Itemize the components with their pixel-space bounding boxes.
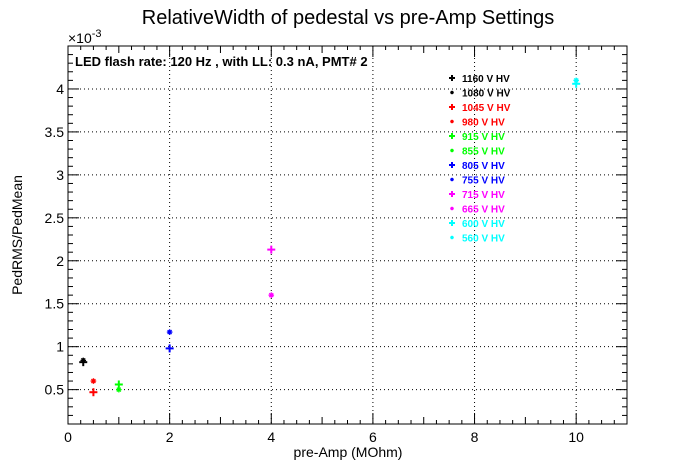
plot-frame bbox=[67, 45, 628, 425]
chart-annotation: LED flash rate: 120 Hz , with LL: 0.3 nA… bbox=[75, 54, 368, 69]
legend-label: 600 V HV bbox=[462, 219, 505, 230]
y-tick-label: 0.5 bbox=[45, 382, 65, 398]
legend-marker bbox=[450, 90, 454, 95]
data-point bbox=[268, 292, 275, 298]
legend-marker bbox=[449, 191, 455, 197]
data-points bbox=[79, 77, 581, 397]
data-point bbox=[267, 245, 276, 254]
data-point bbox=[573, 77, 579, 84]
axis-ticks bbox=[67, 45, 628, 425]
legend-marker bbox=[450, 177, 454, 182]
x-tick-label: 0 bbox=[64, 429, 72, 445]
data-point bbox=[166, 329, 173, 335]
data-point bbox=[90, 378, 97, 384]
legend-marker bbox=[449, 162, 455, 168]
grid bbox=[67, 46, 627, 424]
legend-marker bbox=[450, 235, 454, 240]
legend-label: 560 V HV bbox=[462, 234, 505, 245]
x-tick-label: 6 bbox=[369, 429, 377, 445]
x-tick-label: 2 bbox=[166, 429, 174, 445]
legend-label: 915 V HV bbox=[462, 132, 505, 143]
y-tick-label: 2 bbox=[56, 253, 64, 269]
y-exponent-base: ×10 bbox=[68, 30, 92, 46]
legend-label: 1045 V HV bbox=[462, 103, 511, 114]
legend-marker bbox=[450, 148, 454, 153]
legend-marker bbox=[449, 75, 455, 81]
legend-label: 855 V HV bbox=[462, 147, 505, 158]
legend-marker bbox=[450, 206, 454, 211]
y-tick-label: 2.5 bbox=[45, 210, 65, 226]
y-tick-label: 3.5 bbox=[45, 124, 65, 140]
x-tick-label: 4 bbox=[267, 429, 275, 445]
y-tick-label: 1.5 bbox=[45, 296, 65, 312]
y-tick-label: 3 bbox=[56, 167, 64, 183]
x-tick-label: 10 bbox=[568, 429, 584, 445]
y-exponent-power: -3 bbox=[92, 28, 102, 40]
legend-marker bbox=[449, 104, 455, 110]
legend-label: 1160 V HV bbox=[462, 74, 510, 85]
y-axis-title: PedRMS/PedMean bbox=[9, 175, 25, 295]
legend-marker bbox=[449, 220, 455, 226]
tick-labels: 0 2 4 6 8 10 0.5 1 1.5 2 2.5 3 3.5 4 bbox=[45, 81, 585, 445]
y-exponent-label: ×10-3 bbox=[68, 28, 102, 46]
y-tick-label: 4 bbox=[56, 81, 64, 97]
legend-label: 805 V HV bbox=[462, 161, 505, 172]
y-tick-label: 1 bbox=[56, 339, 64, 355]
chart-title: RelativeWidth of pedestal vs pre-Amp Set… bbox=[142, 7, 554, 29]
legend-marker bbox=[450, 119, 454, 124]
data-point bbox=[165, 344, 174, 353]
legend-label: 1080 V HV bbox=[462, 89, 511, 100]
legend-label: 755 V HV bbox=[462, 176, 505, 187]
data-point bbox=[89, 388, 98, 397]
legend-label: 665 V HV bbox=[462, 205, 505, 216]
x-tick-label: 8 bbox=[471, 429, 479, 445]
x-axis-title: pre-Amp (MOhm) bbox=[294, 444, 403, 460]
data-point bbox=[116, 386, 122, 393]
legend-marker bbox=[449, 133, 455, 139]
legend: 1160 V HV 1080 V HV 1045 V HV 980 V HV 915 V… bbox=[449, 74, 511, 245]
legend-label: 715 V HV bbox=[462, 190, 505, 201]
legend-label: 980 V HV bbox=[462, 118, 505, 129]
data-point bbox=[80, 357, 87, 364]
